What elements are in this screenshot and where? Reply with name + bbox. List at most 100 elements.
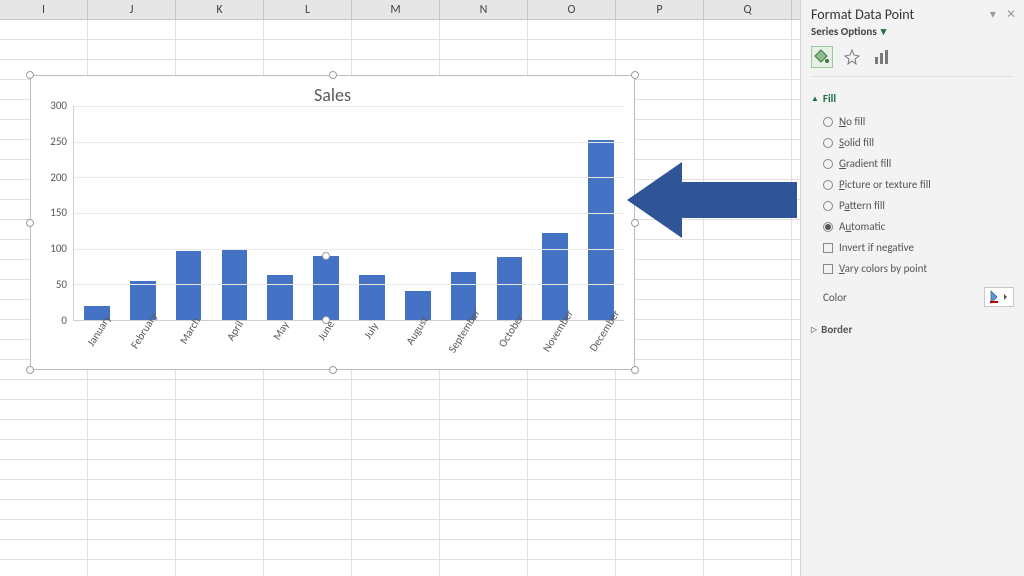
worksheet-cell[interactable] [528, 540, 616, 559]
worksheet-cell[interactable] [0, 520, 88, 539]
worksheet-cell[interactable] [264, 520, 352, 539]
worksheet-cell[interactable] [352, 420, 440, 439]
worksheet-cell[interactable] [88, 420, 176, 439]
pane-task-options-icon[interactable]: ▾ [990, 7, 996, 22]
worksheet-cell[interactable] [704, 300, 792, 319]
checkbox-invert-negative[interactable]: Invert if negative [823, 237, 1014, 258]
worksheet-cell[interactable] [88, 380, 176, 399]
pane-subtitle-row[interactable]: Series Options ▾ [801, 25, 1024, 44]
worksheet-cell[interactable] [616, 400, 704, 419]
worksheet-cell[interactable] [264, 540, 352, 559]
worksheet-cell[interactable] [176, 20, 264, 39]
worksheet-cell[interactable] [704, 560, 792, 576]
worksheet-cell[interactable] [616, 560, 704, 576]
worksheet-cell[interactable] [88, 520, 176, 539]
worksheet-cell[interactable] [88, 400, 176, 419]
column-header[interactable]: N [440, 0, 528, 19]
worksheet-cell[interactable] [704, 340, 792, 359]
worksheet-cell[interactable] [704, 260, 792, 279]
worksheet-cell[interactable] [616, 380, 704, 399]
worksheet-cell[interactable] [264, 40, 352, 59]
worksheet-cell[interactable] [704, 40, 792, 59]
worksheet-cell[interactable] [704, 140, 792, 159]
worksheet-cell[interactable] [0, 540, 88, 559]
worksheet-cell[interactable] [528, 380, 616, 399]
worksheet-cell[interactable] [704, 380, 792, 399]
worksheet-cell[interactable] [352, 440, 440, 459]
worksheet-cell[interactable] [0, 500, 88, 519]
resize-handle-e[interactable] [631, 219, 639, 227]
worksheet-cell[interactable] [704, 80, 792, 99]
resize-handle-w[interactable] [26, 219, 34, 227]
worksheet-cell[interactable] [88, 500, 176, 519]
worksheet-cell[interactable] [704, 460, 792, 479]
worksheet-cell[interactable] [352, 480, 440, 499]
embedded-chart[interactable]: Sales 300250200150100500 JanuaryFebruary… [30, 75, 635, 370]
fill-option-no-fill[interactable]: No fill [823, 111, 1014, 132]
worksheet-cell[interactable] [616, 480, 704, 499]
fill-option-gradient[interactable]: Gradient fill [823, 153, 1014, 174]
worksheet-cell[interactable] [264, 420, 352, 439]
worksheet-cell[interactable] [0, 40, 88, 59]
worksheet-cell[interactable] [352, 560, 440, 576]
resize-handle-nw[interactable] [26, 71, 34, 79]
worksheet-cell[interactable] [440, 560, 528, 576]
plot-region[interactable] [73, 106, 624, 321]
worksheet-cell[interactable] [440, 440, 528, 459]
worksheet-cell[interactable] [264, 560, 352, 576]
worksheet-cell[interactable] [704, 320, 792, 339]
worksheet-cell[interactable] [528, 440, 616, 459]
worksheet-cell[interactable] [0, 20, 88, 39]
column-header[interactable]: J [88, 0, 176, 19]
column-header[interactable]: M [352, 0, 440, 19]
worksheet-cell[interactable] [704, 100, 792, 119]
worksheet-cell[interactable] [704, 220, 792, 239]
fill-line-tab-icon[interactable] [811, 46, 833, 68]
worksheet-cell[interactable] [528, 520, 616, 539]
worksheet-cell[interactable] [264, 20, 352, 39]
worksheet-cell[interactable] [0, 440, 88, 459]
worksheet-cell[interactable] [704, 500, 792, 519]
worksheet-cell[interactable] [264, 380, 352, 399]
worksheet-cell[interactable] [704, 280, 792, 299]
worksheet-cell[interactable] [704, 400, 792, 419]
color-picker-button[interactable] [984, 287, 1014, 307]
column-header[interactable]: Q [704, 0, 792, 19]
fill-option-picture[interactable]: Picture or texture fill [823, 174, 1014, 195]
worksheet-cell[interactable] [352, 540, 440, 559]
worksheet-cell[interactable] [528, 40, 616, 59]
worksheet-cell[interactable] [528, 500, 616, 519]
worksheet-cell[interactable] [616, 420, 704, 439]
fill-option-automatic[interactable]: Automatic [823, 216, 1014, 237]
worksheet-cell[interactable] [264, 400, 352, 419]
worksheet-cell[interactable] [440, 460, 528, 479]
worksheet-cell[interactable] [528, 20, 616, 39]
worksheet-cell[interactable] [176, 520, 264, 539]
worksheet-cell[interactable] [0, 400, 88, 419]
pane-close-icon[interactable]: ✕ [1006, 7, 1016, 22]
fill-option-solid[interactable]: Solid fill [823, 132, 1014, 153]
worksheet-cell[interactable] [352, 20, 440, 39]
worksheet-cell[interactable] [704, 180, 792, 199]
worksheet-cell[interactable] [88, 460, 176, 479]
worksheet-cell[interactable] [704, 240, 792, 259]
resize-handle-s[interactable] [329, 366, 337, 374]
worksheet-cell[interactable] [440, 420, 528, 439]
worksheet-cell[interactable] [704, 420, 792, 439]
worksheet-cell[interactable] [264, 460, 352, 479]
worksheet-cell[interactable] [616, 440, 704, 459]
worksheet-cell[interactable] [176, 420, 264, 439]
column-header[interactable]: I [0, 0, 88, 19]
worksheet-cell[interactable] [264, 480, 352, 499]
worksheet-cell[interactable] [352, 460, 440, 479]
worksheet-cell[interactable] [528, 400, 616, 419]
worksheet-cell[interactable] [440, 480, 528, 499]
worksheet-cell[interactable] [0, 560, 88, 576]
worksheet-cell[interactable] [704, 440, 792, 459]
worksheet-cell[interactable] [88, 560, 176, 576]
border-accordion-header[interactable]: ▷ Border [801, 317, 1024, 342]
worksheet-cell[interactable] [616, 460, 704, 479]
column-header[interactable]: P [616, 0, 704, 19]
fill-accordion-header[interactable]: ▲ Fill [801, 86, 1024, 111]
worksheet-cell[interactable] [528, 460, 616, 479]
